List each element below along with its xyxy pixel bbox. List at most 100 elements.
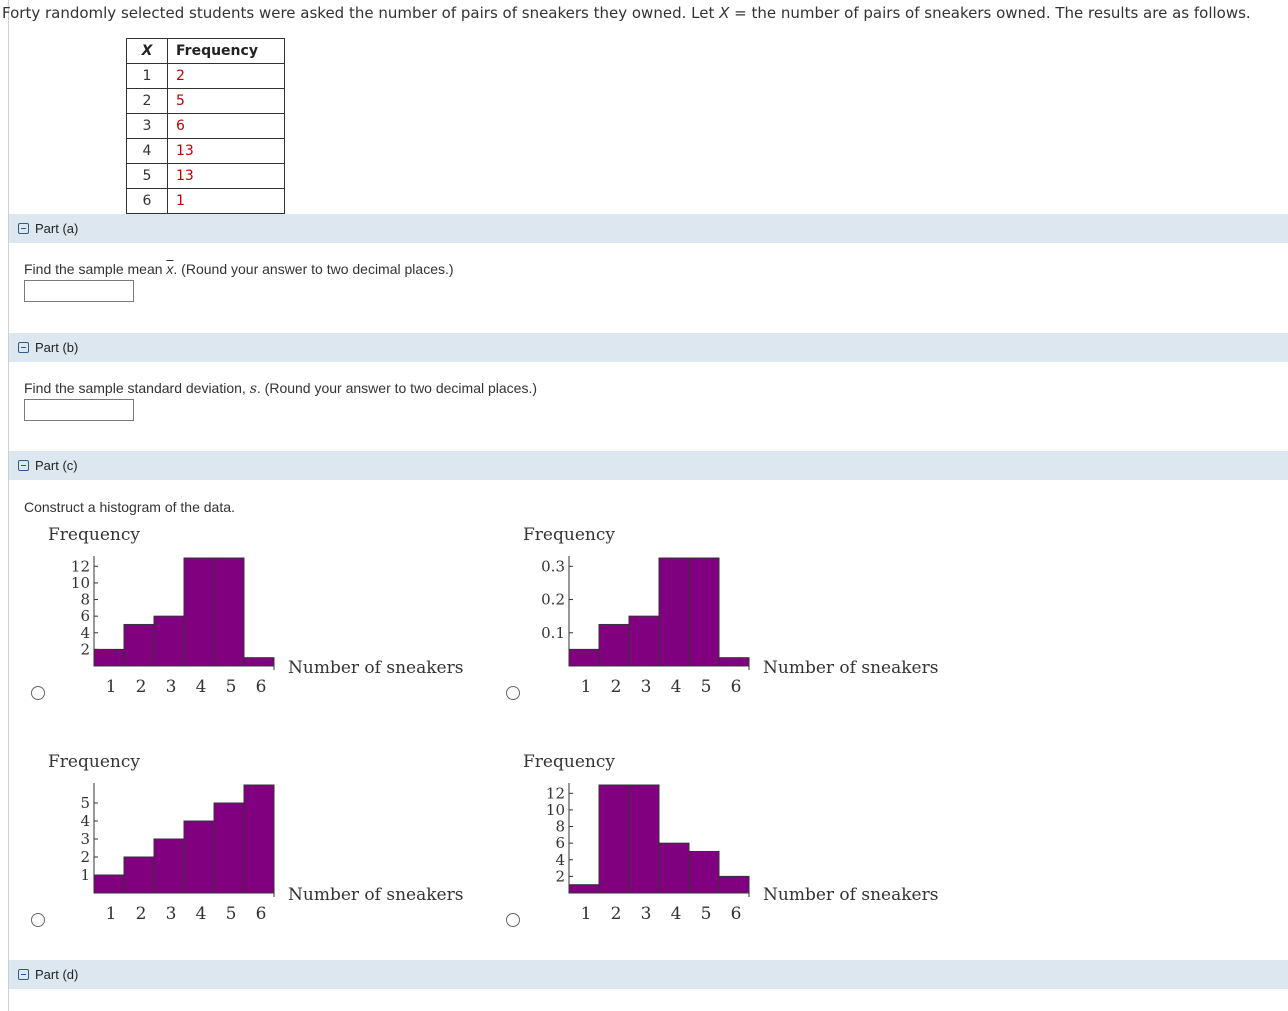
histogram-bar bbox=[688, 850, 720, 894]
frequency-value: 13 bbox=[167, 163, 285, 189]
x-tick-label: 6 bbox=[256, 677, 267, 697]
y-axis-label: Frequency bbox=[523, 525, 615, 545]
x-value: 6 bbox=[126, 188, 168, 214]
histogram-bar bbox=[153, 838, 185, 894]
histogram-option-2: Frequency 0.1 0.2 0.3 1 2 3 4 5 6 Number of sneake… bbox=[523, 525, 938, 697]
y-tick-label: 2 bbox=[80, 848, 90, 866]
histogram-bar bbox=[183, 557, 215, 667]
y-tick-label: 10 bbox=[546, 801, 565, 819]
y-tick-label: 0.1 bbox=[541, 624, 565, 642]
histogram-option-radio-4[interactable] bbox=[506, 913, 520, 927]
histogram-bar bbox=[688, 557, 720, 667]
y-tick-label: 2 bbox=[555, 867, 565, 885]
x-tick-label: 1 bbox=[581, 677, 592, 697]
x-axis-label: Number of sneakers bbox=[763, 885, 938, 905]
x-tick-label: 3 bbox=[166, 904, 177, 924]
part-b-header[interactable]: Part (b) bbox=[9, 333, 1288, 362]
collapse-icon[interactable] bbox=[18, 342, 29, 353]
table-header-row: X Frequency bbox=[126, 38, 285, 64]
histogram-bar bbox=[183, 820, 215, 894]
y-tick-label: 12 bbox=[71, 557, 90, 575]
frequency-value: 6 bbox=[167, 113, 285, 139]
column-header-frequency: Frequency bbox=[167, 38, 285, 64]
part-a-label: Part (a) bbox=[35, 221, 79, 236]
part-c-header[interactable]: Part (c) bbox=[9, 451, 1288, 480]
y-axis-label: Frequency bbox=[48, 525, 140, 545]
content-frame bbox=[8, 0, 1288, 1011]
intro-variable: X bbox=[719, 4, 730, 22]
x-tick-label: 1 bbox=[106, 904, 117, 924]
x-tick-label: 2 bbox=[611, 904, 622, 924]
y-tick-label: 0.3 bbox=[541, 557, 565, 575]
part-d-header[interactable]: Part (d) bbox=[9, 960, 1288, 989]
mean-answer-input[interactable] bbox=[24, 280, 134, 302]
table-row: 4 13 bbox=[126, 138, 285, 164]
y-tick-label: 8 bbox=[555, 818, 565, 836]
histogram-bar bbox=[568, 648, 600, 667]
part-c-label: Part (c) bbox=[35, 458, 78, 473]
x-tick-label: 3 bbox=[641, 904, 652, 924]
x-value: 4 bbox=[126, 138, 168, 164]
y-tick-label: 4 bbox=[555, 851, 565, 869]
x-value: 5 bbox=[126, 163, 168, 189]
x-axis-label: Number of sneakers bbox=[288, 885, 463, 905]
y-tick-label: 5 bbox=[80, 794, 90, 812]
y-tick-label: 2 bbox=[80, 640, 90, 658]
y-tick-label: 1 bbox=[80, 866, 90, 884]
part-a-question-post: . (Round your answer to two decimal plac… bbox=[173, 261, 454, 277]
y-axis-label: Frequency bbox=[523, 752, 615, 772]
part-b-question: Find the sample standard deviation, s. (… bbox=[24, 380, 537, 397]
x-tick-label: 4 bbox=[196, 677, 207, 697]
collapse-icon[interactable] bbox=[18, 460, 29, 471]
part-b-label: Part (b) bbox=[35, 340, 79, 355]
histogram-option-radio-3[interactable] bbox=[31, 913, 45, 927]
collapse-icon[interactable] bbox=[18, 223, 29, 234]
y-tick-label: 8 bbox=[80, 591, 90, 609]
intro-text-post: = the number of pairs of sneakers owned.… bbox=[729, 4, 1251, 22]
x-axis-label: Number of sneakers bbox=[288, 658, 463, 678]
y-tick-label: 4 bbox=[80, 624, 90, 642]
x-value: 3 bbox=[126, 113, 168, 139]
x-tick-label: 5 bbox=[701, 677, 712, 697]
collapse-icon[interactable] bbox=[18, 969, 29, 980]
histogram-bar bbox=[718, 657, 750, 667]
part-a-question-pre: Find the sample mean bbox=[24, 261, 167, 277]
part-a-header[interactable]: Part (a) bbox=[9, 214, 1288, 243]
histogram-bar bbox=[243, 657, 275, 667]
histogram-option-radio-2[interactable] bbox=[506, 686, 520, 700]
histogram-bar bbox=[213, 802, 245, 894]
y-axis-label: Frequency bbox=[48, 752, 140, 772]
histogram-bar bbox=[598, 623, 630, 667]
part-d-label: Part (d) bbox=[35, 967, 79, 982]
frequency-value: 1 bbox=[167, 188, 285, 214]
x-bar-symbol: x bbox=[166, 261, 174, 277]
y-tick-label: 6 bbox=[80, 607, 90, 625]
x-tick-label: 2 bbox=[136, 677, 147, 697]
x-tick-label: 5 bbox=[226, 677, 237, 697]
x-tick-label: 3 bbox=[166, 677, 177, 697]
x-axis-label: Number of sneakers bbox=[763, 658, 938, 678]
histogram-option-radio-1[interactable] bbox=[31, 686, 45, 700]
y-tick-label: 0.2 bbox=[541, 591, 565, 609]
frequency-value: 5 bbox=[167, 88, 285, 114]
x-tick-label: 1 bbox=[106, 677, 117, 697]
x-tick-label: 2 bbox=[611, 677, 622, 697]
part-c-question: Construct a histogram of the data. bbox=[24, 499, 235, 515]
histogram-bar bbox=[628, 784, 660, 894]
x-tick-label: 1 bbox=[581, 904, 592, 924]
std-dev-answer-input[interactable] bbox=[24, 399, 134, 421]
x-tick-label: 4 bbox=[196, 904, 207, 924]
x-tick-label: 5 bbox=[226, 904, 237, 924]
histogram-bar bbox=[123, 856, 155, 894]
x-tick-label: 6 bbox=[731, 904, 742, 924]
problem-statement: Forty randomly selected students were as… bbox=[2, 4, 1251, 22]
histogram-bar bbox=[658, 842, 690, 894]
histogram-bar bbox=[93, 648, 125, 667]
